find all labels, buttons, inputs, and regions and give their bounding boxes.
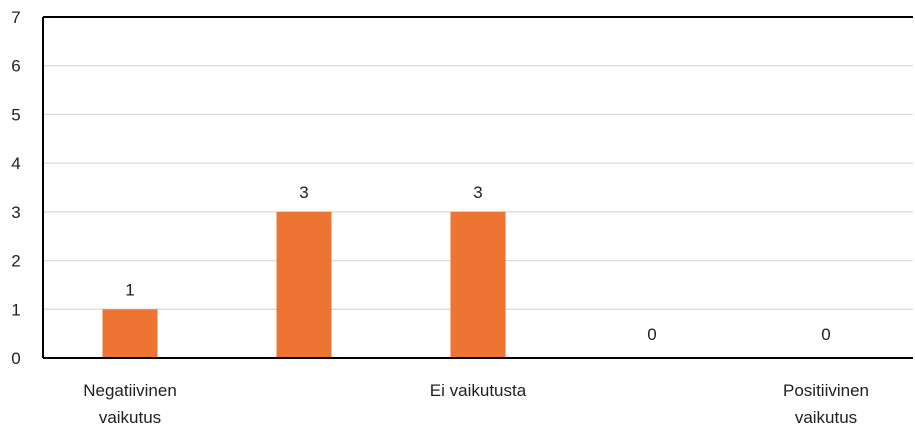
y-tick-label: 4 xyxy=(11,154,20,173)
y-tick-label: 6 xyxy=(11,57,20,76)
y-tick-labels: 0 1 2 3 4 5 6 7 xyxy=(11,8,20,368)
bar xyxy=(276,211,332,358)
axes xyxy=(42,16,913,359)
data-label: 0 xyxy=(647,325,656,344)
category-labels: Negatiivinen vaikutus Ei vaikutusta Positii… xyxy=(83,381,869,427)
y-tick-label: 5 xyxy=(11,105,20,124)
y-tick-label: 3 xyxy=(11,203,20,222)
data-label: 3 xyxy=(299,183,308,202)
data-label: 3 xyxy=(473,183,482,202)
data-labels: 1 3 3 0 0 xyxy=(125,183,830,344)
data-label: 0 xyxy=(821,325,830,344)
category-label: vaikutus xyxy=(795,408,857,427)
category-label: Positiivinen xyxy=(783,381,869,400)
y-tick-label: 2 xyxy=(11,252,20,271)
data-label: 1 xyxy=(125,280,134,299)
category-label: Ei vaikutusta xyxy=(430,381,527,400)
y-tick-label: 1 xyxy=(11,300,20,319)
y-tick-label: 0 xyxy=(11,349,20,368)
y-tick-label: 7 xyxy=(11,8,20,27)
category-label: Negatiivinen xyxy=(83,381,177,400)
category-label: vaikutus xyxy=(99,408,161,427)
bars xyxy=(102,211,506,358)
bar xyxy=(450,211,506,358)
bar xyxy=(102,309,158,358)
